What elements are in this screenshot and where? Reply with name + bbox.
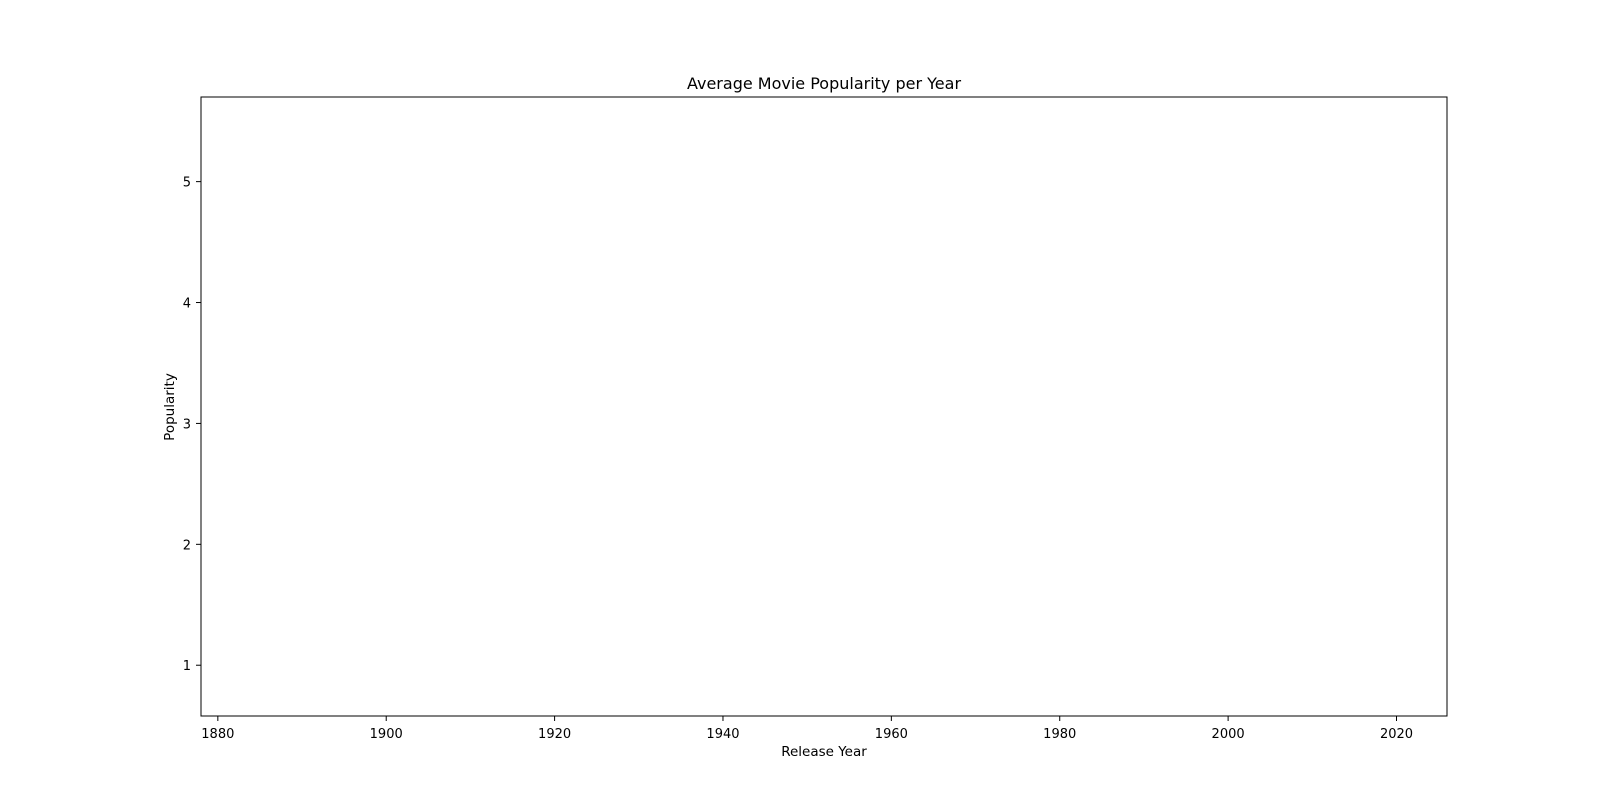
y-tick-label: 1 <box>183 659 191 674</box>
y-tick-label: 2 <box>183 538 191 553</box>
x-tick-label: 1940 <box>706 727 739 742</box>
x-tick-label: 1880 <box>201 727 234 742</box>
x-tick-label: 2000 <box>1212 727 1245 742</box>
y-axis-ticks: 1 2 3 4 5 <box>183 176 201 674</box>
x-tick-label: 2020 <box>1380 727 1413 742</box>
plot-frame <box>200 96 1448 717</box>
x-tick-label: 1960 <box>875 727 908 742</box>
x-tick-label: 1980 <box>1043 727 1076 742</box>
y-tick-label: 5 <box>183 176 191 191</box>
chart-title: Average Movie Popularity per Year <box>687 74 961 93</box>
x-axis-ticks: 1880 1900 1920 1940 1960 1980 2000 2020 <box>201 716 1413 742</box>
y-axis-label: Popularity <box>162 373 178 441</box>
x-tick-label: 1900 <box>370 727 403 742</box>
y-tick-label: 4 <box>183 297 191 312</box>
y-tick-label: 3 <box>183 417 191 432</box>
x-tick-label: 1920 <box>538 727 571 742</box>
plot-background <box>201 97 1447 716</box>
x-axis-label: Release Year <box>781 744 867 760</box>
